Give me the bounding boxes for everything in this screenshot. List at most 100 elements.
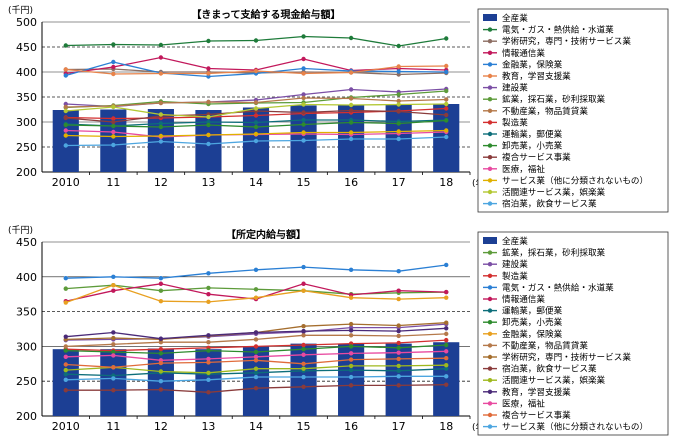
series-point bbox=[158, 298, 164, 304]
x-tick-label: 12 bbox=[154, 176, 168, 189]
x-tick-label: 13 bbox=[201, 176, 215, 189]
series-point bbox=[396, 92, 401, 97]
series-point bbox=[206, 271, 211, 276]
series-point bbox=[396, 356, 401, 362]
series-point bbox=[253, 330, 259, 335]
legend-swatch-point bbox=[487, 62, 493, 67]
series-point bbox=[253, 344, 259, 349]
series-point bbox=[158, 121, 164, 126]
legend-label: 不動産業，物品賃貸業 bbox=[502, 105, 588, 117]
series-point bbox=[63, 128, 68, 133]
series-point bbox=[63, 286, 68, 291]
series-point bbox=[444, 326, 449, 331]
series-point bbox=[158, 346, 164, 352]
series-point bbox=[396, 383, 401, 388]
series-point bbox=[348, 374, 354, 380]
series-point bbox=[63, 133, 68, 138]
series-point bbox=[206, 333, 211, 338]
legend-label: 医療，福祉 bbox=[502, 163, 545, 175]
x-tick-label: 17 bbox=[392, 420, 406, 433]
series-point bbox=[348, 136, 354, 142]
x-tick-label: 16 bbox=[344, 420, 358, 433]
legend-swatch-point bbox=[487, 320, 493, 325]
series-point bbox=[111, 282, 116, 288]
series-point bbox=[63, 275, 68, 281]
legend-label: 教育，学習支援業 bbox=[502, 386, 571, 398]
series-point bbox=[253, 113, 259, 118]
series-point bbox=[396, 323, 401, 328]
series-point bbox=[111, 42, 116, 47]
legend-label: 宿泊業，飲食サービス業 bbox=[502, 198, 597, 210]
series-point bbox=[111, 64, 116, 70]
series-point bbox=[301, 92, 306, 97]
legend-swatch-point bbox=[487, 308, 493, 313]
series-point bbox=[301, 342, 306, 348]
legend-swatch-point bbox=[487, 273, 493, 278]
series-point bbox=[206, 71, 211, 76]
series-point bbox=[63, 388, 68, 393]
series-point bbox=[158, 360, 164, 366]
series-point bbox=[206, 356, 211, 362]
series-point bbox=[301, 95, 306, 101]
series-point bbox=[253, 354, 259, 360]
series-point bbox=[158, 124, 164, 130]
series-point bbox=[111, 335, 116, 341]
legend-label: 教育，学習支援業 bbox=[502, 70, 571, 82]
series-point bbox=[444, 134, 449, 140]
series-point bbox=[348, 321, 354, 327]
legend-swatch-point bbox=[487, 378, 493, 383]
y-tick-label: 200 bbox=[16, 410, 37, 423]
legend-swatch-point bbox=[487, 343, 493, 348]
series-point bbox=[301, 122, 306, 127]
legend-label: 電気・ガス・熱供給・水道業 bbox=[502, 281, 614, 293]
series-point bbox=[111, 123, 116, 129]
legend-label: 医療，福祉 bbox=[502, 397, 545, 409]
series-point bbox=[206, 38, 211, 44]
legend-box bbox=[477, 8, 669, 213]
series-point bbox=[206, 370, 211, 376]
series-point bbox=[444, 69, 449, 75]
series-point bbox=[444, 374, 449, 379]
x-tick-label: 13 bbox=[201, 420, 215, 433]
legend-swatch-point bbox=[487, 331, 493, 336]
y-tick-label: 350 bbox=[16, 91, 37, 104]
bar-all-industries bbox=[52, 110, 79, 172]
series-point bbox=[348, 367, 354, 373]
legend-label: 卸売業，小売業 bbox=[502, 316, 563, 328]
y-tick-label: 500 bbox=[16, 16, 37, 29]
series-point bbox=[111, 365, 116, 370]
legend-swatch-point bbox=[487, 85, 493, 90]
series-point bbox=[396, 43, 401, 49]
series-point bbox=[396, 288, 401, 293]
legend-label: 複合サービス事業 bbox=[502, 151, 571, 163]
series-point bbox=[111, 116, 116, 121]
series-point bbox=[206, 340, 211, 345]
series-point bbox=[396, 121, 401, 126]
series-point bbox=[348, 96, 354, 101]
legend-label: 製造業 bbox=[502, 116, 528, 128]
series-point bbox=[111, 142, 116, 148]
series-point bbox=[444, 112, 449, 118]
series-point bbox=[253, 366, 259, 371]
series-point bbox=[111, 71, 116, 77]
series-point bbox=[253, 349, 259, 355]
series-point bbox=[301, 71, 306, 76]
series-point bbox=[158, 112, 164, 117]
series-point bbox=[301, 333, 306, 338]
series-point bbox=[444, 128, 449, 133]
series-point bbox=[396, 98, 401, 104]
legend-swatch-point bbox=[487, 285, 493, 290]
series-point bbox=[301, 117, 306, 123]
series-point bbox=[444, 63, 449, 69]
series-point bbox=[253, 38, 259, 43]
series-point bbox=[348, 108, 354, 113]
series-point bbox=[206, 99, 211, 105]
series-point bbox=[158, 281, 164, 286]
series-point bbox=[206, 114, 211, 120]
series-point bbox=[444, 356, 449, 361]
series-point bbox=[301, 110, 306, 115]
legend-swatch-point bbox=[487, 39, 493, 44]
series-point bbox=[396, 345, 401, 350]
series-point bbox=[206, 299, 211, 305]
